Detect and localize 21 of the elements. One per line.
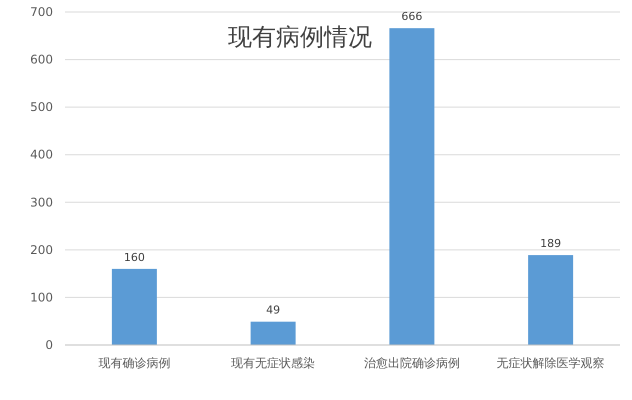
y-tick-label: 700 [30,5,53,19]
data-label: 666 [401,10,422,24]
x-tick-label: 治愈出院确诊病例 [364,356,460,370]
y-tick-label: 500 [30,100,53,114]
data-label: 189 [540,237,562,250]
data-label: 160 [124,250,145,264]
bar [389,28,434,345]
y-tick-label: 400 [30,148,53,162]
bar [528,255,574,345]
x-tick-label: 无症状解除医学观察 [496,356,605,370]
y-tick-label: 100 [30,290,53,304]
x-tick-label: 现有无症状感染 [231,356,316,370]
x-tick-label: 现有确诊病例 [98,356,170,370]
y-tick-label: 200 [30,242,53,257]
data-label: 49 [266,304,280,317]
y-tick-label: 600 [30,52,53,67]
bar [250,322,296,345]
text: 现有病例情况 [228,23,372,51]
bar [112,268,157,345]
y-tick-label: 0 [45,338,53,352]
y-tick-label: 300 [30,195,53,210]
